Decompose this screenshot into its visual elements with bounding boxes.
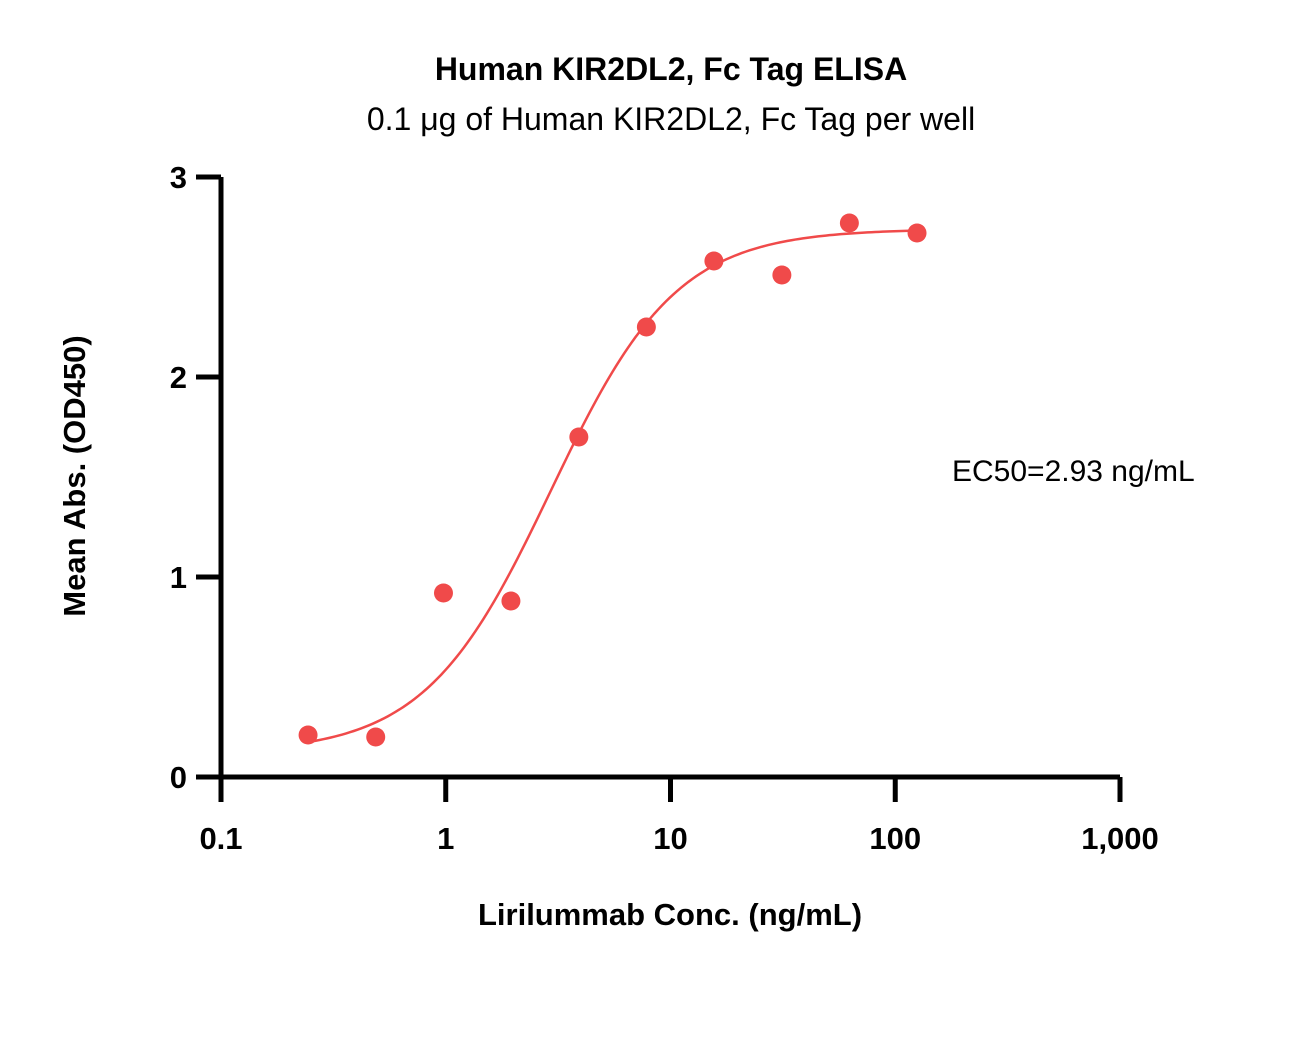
x-tick-label: 100	[869, 821, 921, 856]
ec50-annotation: EC50=2.93 ng/mL	[952, 455, 1195, 488]
x-tick-label: 0.1	[199, 821, 242, 856]
data-point	[839, 213, 859, 233]
chart-title: Human KIR2DL2, Fc Tag ELISA	[435, 51, 907, 87]
chart-subtitle: 0.1 μg of Human KIR2DL2, Fc Tag per well	[367, 101, 975, 137]
y-tick-label: 2	[170, 360, 187, 395]
y-tick-label: 1	[170, 560, 187, 595]
fit-curve-group	[307, 229, 918, 744]
y-axis-label: Mean Abs. (OD450)	[57, 335, 92, 616]
data-point	[636, 317, 656, 337]
data-point	[772, 265, 792, 285]
x-tick-label: 1,000	[1081, 821, 1159, 856]
axes: 0.1 1 10 100 1,000 0 1 2 3	[170, 160, 1159, 856]
x-tick-label: 10	[653, 821, 687, 856]
data-point	[501, 591, 521, 611]
fit-curve	[307, 229, 918, 744]
y-tick-label: 0	[170, 760, 187, 795]
data-point	[704, 251, 724, 271]
data-point	[569, 427, 589, 447]
data-point	[907, 223, 927, 243]
y-tick-label: 3	[170, 160, 187, 195]
data-points	[298, 213, 927, 747]
data-point	[298, 725, 318, 745]
data-point	[433, 583, 453, 603]
data-point	[366, 727, 386, 747]
x-axis-label: Lirilummab Conc. (ng/mL)	[478, 897, 862, 932]
x-tick-label: 1	[437, 821, 454, 856]
